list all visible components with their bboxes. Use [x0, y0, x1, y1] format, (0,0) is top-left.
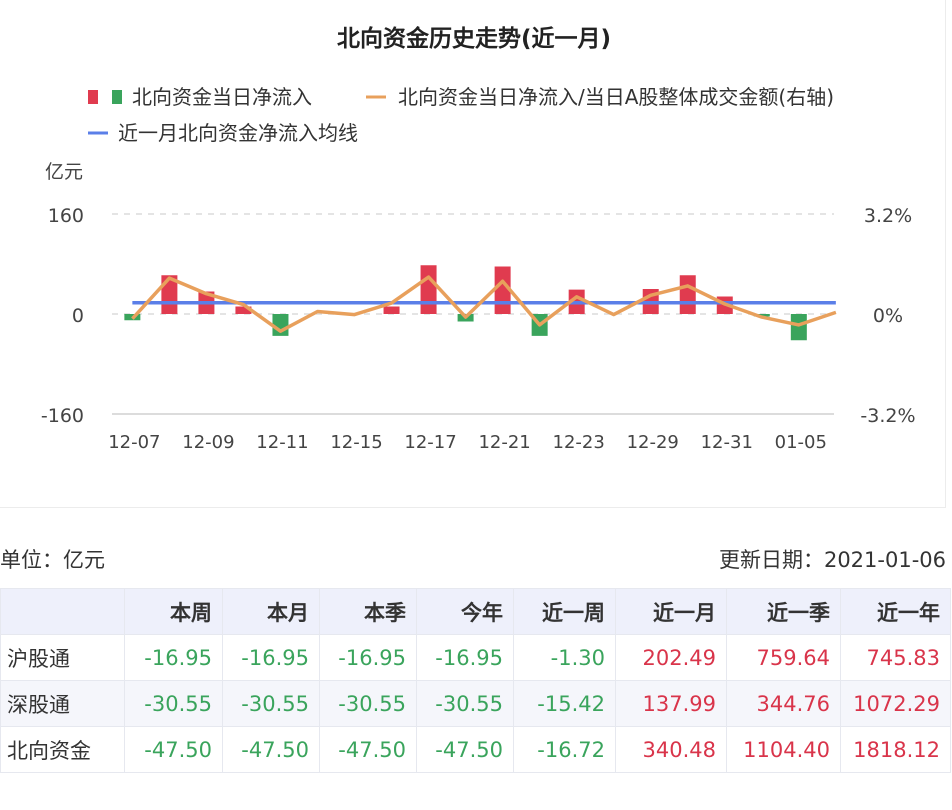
- table-header-last-year: 近一年: [840, 588, 951, 635]
- y-right-ticks: 3.2% 0% -3.2%: [860, 205, 915, 427]
- net-inflow-bar[interactable]: [235, 306, 252, 315]
- x-tick-label: 12-07: [108, 432, 160, 453]
- x-tick-label: 12-11: [256, 432, 308, 453]
- legend-item-net-inflow[interactable]: 北向资金当日净流入: [88, 85, 312, 109]
- table-cell: -30.55: [319, 680, 417, 727]
- info-row: 单位：亿元 更新日期：2021-01-06: [0, 544, 948, 576]
- legend-swatch-positive: [88, 90, 98, 104]
- legend-label-net-inflow: 北向资金当日净流入: [132, 85, 312, 109]
- ratio-line[interactable]: [131, 275, 837, 333]
- table-cell: 1104.40: [726, 726, 841, 773]
- legend-item-ratio[interactable]: 北向资金当日净流入/当日A股整体成交金额(右轴): [366, 85, 834, 109]
- table-header-last-month: 近一月: [615, 588, 727, 635]
- x-tick-label: 12-09: [182, 432, 234, 453]
- table-header-week: 本周: [124, 588, 223, 635]
- table-cell: -15.42: [513, 680, 616, 727]
- table-cell: 137.99: [615, 680, 727, 727]
- x-tick-label: 12-23: [553, 432, 605, 453]
- table-header-corner: [0, 588, 125, 635]
- table-header-month: 本月: [222, 588, 320, 635]
- table-cell: 202.49: [615, 634, 727, 681]
- table-cell: -1.30: [513, 634, 616, 681]
- x-tick-label: 12-17: [404, 432, 456, 453]
- y-right-tick-label: -3.2%: [860, 405, 915, 427]
- net-inflow-bar[interactable]: [679, 275, 696, 314]
- table-cell: -16.72: [513, 726, 616, 773]
- table-row: 深股通 -30.55 -30.55 -30.55 -30.55 -15.42 137.99 3…: [0, 680, 951, 727]
- legend-label-avg: 近一月北向资金净流入均线: [118, 121, 358, 145]
- ratio-line-group: [131, 275, 837, 333]
- x-tick-label: 12-29: [627, 432, 679, 453]
- table-row: 沪股通 -16.95 -16.95 -16.95 -16.95 -1.30 202.49 75…: [0, 634, 951, 681]
- table-cell: -16.95: [124, 634, 223, 681]
- net-inflow-bar[interactable]: [383, 306, 400, 315]
- flow-summary-table: 本周 本月 本季 今年 近一周 近一月 近一季 近一年 沪股通 -16.95 -16…: [0, 588, 951, 773]
- y-right-tick-label: 0%: [873, 305, 903, 327]
- table-cell: -30.55: [222, 680, 320, 727]
- y-left-tick-label: 0: [72, 305, 84, 327]
- table-header-row: 本周 本月 本季 今年 近一周 近一月 近一季 近一年: [0, 588, 951, 635]
- update-date-label: 更新日期：2021-01-06: [718, 548, 946, 572]
- unit-label: 单位：亿元: [0, 548, 105, 572]
- table-cell: -47.50: [319, 726, 417, 773]
- net-inflow-bar[interactable]: [790, 314, 807, 341]
- table-row: 北向资金 -47.50 -47.50 -47.50 -47.50 -16.72 340.48…: [0, 726, 951, 773]
- table-header-year: 今年: [416, 588, 514, 635]
- y-right-tick-label: 3.2%: [864, 205, 912, 227]
- legend-label-ratio: 北向资金当日净流入/当日A股整体成交金额(右轴): [398, 85, 834, 109]
- table-cell: -30.55: [124, 680, 223, 727]
- table-header-last-week: 近一周: [513, 588, 616, 635]
- table-row-name: 北向资金: [0, 726, 125, 773]
- table-cell: -30.55: [416, 680, 514, 727]
- table-cell: 340.48: [615, 726, 727, 773]
- legend-swatch-negative: [112, 90, 122, 104]
- y-left-tick-label: 160: [48, 205, 84, 227]
- table-header-last-quarter: 近一季: [726, 588, 841, 635]
- net-inflow-bar[interactable]: [420, 265, 437, 314]
- legend-item-avg[interactable]: 近一月北向资金净流入均线: [88, 121, 358, 145]
- chart-panel: 北向资金历史走势(近一月) 北向资金当日净流入 北向资金当日净流入/当日A股整体…: [0, 0, 946, 508]
- x-tick-label: 12-15: [330, 432, 382, 453]
- table-cell: 344.76: [726, 680, 841, 727]
- x-tick-label: 12-31: [701, 432, 753, 453]
- chart-title: 北向资金历史走势(近一月): [337, 25, 611, 52]
- table-cell: -16.95: [319, 634, 417, 681]
- table-cell: 745.83: [840, 634, 951, 681]
- x-tick-label: 01-05: [775, 432, 827, 453]
- northbound-flow-chart: 北向资金历史走势(近一月) 北向资金当日净流入 北向资金当日净流入/当日A股整体…: [41, 25, 916, 453]
- table-cell: -47.50: [222, 726, 320, 773]
- legend: 北向资金当日净流入 北向资金当日净流入/当日A股整体成交金额(右轴) 近一月北向…: [88, 85, 834, 145]
- table-header-quarter: 本季: [319, 588, 417, 635]
- table-cell: -16.95: [222, 634, 320, 681]
- x-tick-label: 12-21: [478, 432, 530, 453]
- table-row-name: 沪股通: [0, 634, 125, 681]
- table-cell: -16.95: [416, 634, 514, 681]
- y-left-unit: 亿元: [45, 161, 83, 183]
- table-cell: 1072.29: [840, 680, 951, 727]
- y-left-ticks: 160 0 -160: [41, 205, 84, 427]
- table-cell: -47.50: [416, 726, 514, 773]
- table-cell: -47.50: [124, 726, 223, 773]
- x-ticks: 12-07 12-09 12-11 12-15 12-17 12-21 12-23 12-29…: [108, 432, 827, 453]
- table-cell: 1818.12: [840, 726, 951, 773]
- table-row-name: 深股通: [0, 680, 125, 727]
- table-cell: 759.64: [726, 634, 841, 681]
- y-left-tick-label: -160: [41, 405, 84, 427]
